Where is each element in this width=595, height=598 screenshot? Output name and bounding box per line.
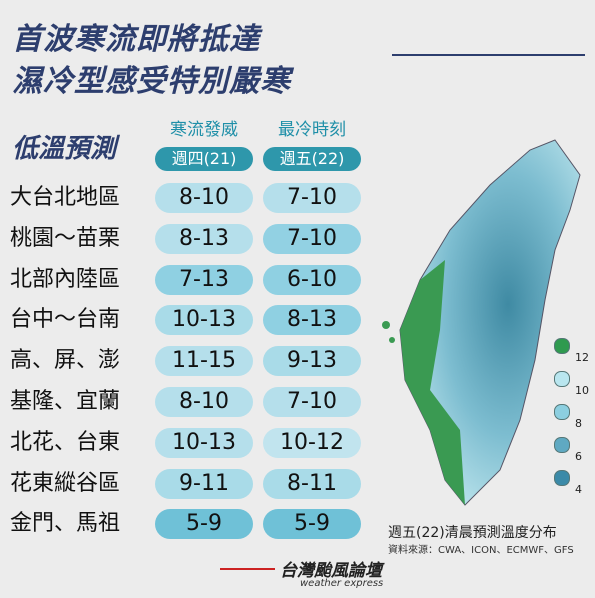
column-name: 寒流發威 xyxy=(170,120,238,140)
legend-label: 6 xyxy=(575,450,582,463)
value-pill: 8-10 xyxy=(155,183,253,213)
value-pill: 8-13 xyxy=(155,223,253,254)
value-pill: 6-10 xyxy=(263,264,361,295)
region-label: 北部內陸區 xyxy=(10,266,121,292)
column-date: 週四(21) xyxy=(155,147,253,171)
region-label: 花東縱谷區 xyxy=(10,470,121,496)
region-label: 基隆、宜蘭 xyxy=(10,389,121,414)
value-pill: 7-10 xyxy=(263,223,361,254)
value-pill: 8-13 xyxy=(263,305,361,336)
map-caption: 週五(22)清晨預測溫度分布 xyxy=(388,525,557,541)
islet xyxy=(389,337,395,343)
tagline: weather express xyxy=(300,578,384,589)
value-pill: 7-10 xyxy=(263,387,361,417)
legend-label: 10 xyxy=(575,384,589,397)
column-date: 週五(22) xyxy=(263,147,361,171)
map xyxy=(382,139,581,506)
column-name: 最冷時刻 xyxy=(278,120,346,140)
title-line: 首波寒流即將抵達 xyxy=(12,22,260,57)
value-pill: 8-10 xyxy=(155,387,253,417)
region-label: 桃園～苗栗 xyxy=(10,225,121,251)
value-pill: 9-11 xyxy=(155,468,253,499)
brand: 台灣颱風論壇 xyxy=(280,561,382,581)
region-label: 金門、馬祖 xyxy=(10,511,121,537)
value-pill: 10-13 xyxy=(155,427,253,458)
legend-swatch xyxy=(554,437,570,453)
islet xyxy=(382,321,390,329)
brand-rule xyxy=(220,568,275,570)
table-title: 低溫預測 xyxy=(12,134,117,164)
region-label: 高、屏、澎 xyxy=(10,348,121,374)
rule xyxy=(392,54,585,56)
value-pill: 9-13 xyxy=(263,346,361,377)
value-pill: 10-12 xyxy=(263,427,361,458)
region-label: 大台北地區 xyxy=(10,185,121,210)
value-pill: 11-15 xyxy=(155,346,253,377)
value-pill: 7-10 xyxy=(263,183,361,213)
title-line: 濕冷型感受特別嚴寒 xyxy=(12,64,291,99)
value-pill: 8-11 xyxy=(263,468,361,499)
value-pill: 5-9 xyxy=(263,509,361,540)
region-label: 台中～台南 xyxy=(10,307,121,333)
legend-label: 4 xyxy=(575,483,582,496)
legend-swatch xyxy=(554,470,570,486)
legend-swatch xyxy=(554,371,570,387)
value-pill: 7-13 xyxy=(155,264,253,295)
legend-swatch xyxy=(554,338,570,354)
value-pill: 10-13 xyxy=(155,305,253,336)
value-pill: 5-9 xyxy=(155,509,253,540)
map-source: 資料來源：CWA、ICON、ECMWF、GFS xyxy=(388,545,574,556)
legend-swatch xyxy=(554,404,570,420)
legend-label: 8 xyxy=(575,417,582,430)
plain xyxy=(400,260,465,505)
region-label: 北花、台東 xyxy=(10,429,121,455)
legend-label: 12 xyxy=(575,351,589,364)
